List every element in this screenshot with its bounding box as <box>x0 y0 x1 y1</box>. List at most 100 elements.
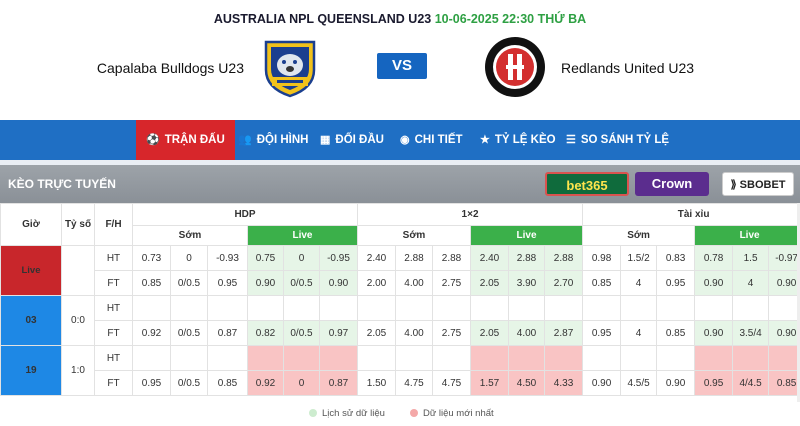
odds-cell[interactable]: 0.90 <box>694 270 734 296</box>
odds-cell[interactable]: -0.93 <box>207 245 248 271</box>
odds-cell[interactable]: 4 <box>620 270 658 296</box>
bookmaker-bet365-button[interactable]: bet365 <box>545 172 629 196</box>
odds-cell[interactable]: 0 <box>283 370 320 396</box>
odds-cell[interactable]: 4.75 <box>432 370 471 396</box>
odds-cell[interactable]: 0.92 <box>132 320 171 346</box>
odds-cell[interactable]: 0.95 <box>582 320 622 346</box>
odds-cell[interactable]: 0 <box>170 245 208 271</box>
odds-cell[interactable] <box>432 295 471 321</box>
odds-cell[interactable] <box>620 295 658 321</box>
odds-cell[interactable]: 2.75 <box>432 320 471 346</box>
odds-cell[interactable]: 0 <box>283 245 320 271</box>
home-team-name[interactable]: Capalaba Bulldogs U23 <box>96 60 244 76</box>
odds-cell[interactable]: 0.90 <box>768 320 800 346</box>
odds-cell[interactable] <box>768 345 800 371</box>
odds-cell[interactable] <box>732 345 770 371</box>
odds-cell[interactable] <box>656 295 696 321</box>
odds-cell[interactable] <box>170 345 208 371</box>
odds-cell[interactable]: 2.05 <box>470 320 509 346</box>
odds-cell[interactable]: 2.88 <box>395 245 433 271</box>
odds-cell[interactable] <box>732 295 770 321</box>
odds-cell[interactable]: 0.87 <box>319 370 358 396</box>
odds-cell[interactable]: 0/0.5 <box>283 270 320 296</box>
odds-cell[interactable] <box>283 345 320 371</box>
odds-cell[interactable]: 0.95 <box>132 370 171 396</box>
odds-cell[interactable]: 4.50 <box>508 370 545 396</box>
odds-cell[interactable]: 0.83 <box>656 245 696 271</box>
odds-cell[interactable]: 0.95 <box>694 370 734 396</box>
odds-cell[interactable]: 0.95 <box>207 270 248 296</box>
odds-cell[interactable] <box>620 345 658 371</box>
odds-cell[interactable]: 2.70 <box>543 270 584 296</box>
odds-cell[interactable]: 3.5/4 <box>732 320 770 346</box>
odds-cell[interactable]: 0.90 <box>694 320 734 346</box>
odds-cell[interactable] <box>582 295 622 321</box>
odds-cell[interactable] <box>247 345 284 371</box>
odds-cell[interactable] <box>582 345 622 371</box>
odds-cell[interactable]: 2.88 <box>508 245 545 271</box>
odds-cell[interactable]: 0.90 <box>319 270 358 296</box>
odds-cell[interactable]: 1.50 <box>357 370 396 396</box>
odds-cell[interactable] <box>132 295 171 321</box>
tab-chi-tiet[interactable]: ◉ CHI TIẾT <box>400 120 463 160</box>
odds-cell[interactable] <box>470 295 509 321</box>
odds-cell[interactable]: 2.88 <box>543 245 584 271</box>
odds-cell[interactable] <box>470 345 509 371</box>
odds-cell[interactable]: 0.85 <box>132 270 171 296</box>
odds-cell[interactable]: 2.40 <box>470 245 509 271</box>
away-team-logo[interactable] <box>484 36 546 98</box>
odds-cell[interactable]: 0/0.5 <box>170 370 208 396</box>
bookmaker-sbobet-button[interactable]: ⟫ SBOBET <box>722 172 794 196</box>
tab-tran-dau[interactable]: ⚽ TRẬN ĐẤU <box>136 120 235 160</box>
tab-doi-dau[interactable]: ▦ ĐỐI ĐẦU <box>320 120 384 160</box>
table-scrollbar[interactable] <box>797 203 800 402</box>
odds-cell[interactable] <box>543 345 584 371</box>
odds-cell[interactable] <box>319 345 358 371</box>
odds-cell[interactable]: 4.00 <box>395 320 433 346</box>
tab-ty-le-keo[interactable]: ★ TỶ LỆ KÈO <box>480 120 556 160</box>
odds-cell[interactable]: 4.75 <box>395 370 433 396</box>
odds-cell[interactable]: 0.73 <box>132 245 171 271</box>
odds-cell[interactable] <box>283 295 320 321</box>
odds-cell[interactable] <box>694 345 734 371</box>
odds-cell[interactable]: 0.85 <box>656 320 696 346</box>
odds-cell[interactable]: 0.85 <box>207 370 248 396</box>
odds-cell[interactable]: 0.92 <box>247 370 284 396</box>
odds-cell[interactable]: 4/4.5 <box>732 370 770 396</box>
odds-cell[interactable] <box>207 345 248 371</box>
odds-cell[interactable]: 4.00 <box>508 320 545 346</box>
odds-cell[interactable]: 0.85 <box>582 270 622 296</box>
odds-cell[interactable] <box>543 295 584 321</box>
odds-cell[interactable]: 2.05 <box>470 270 509 296</box>
odds-cell[interactable] <box>508 295 545 321</box>
odds-cell[interactable]: 2.40 <box>357 245 396 271</box>
odds-cell[interactable]: 4 <box>732 270 770 296</box>
odds-cell[interactable]: 0.82 <box>247 320 284 346</box>
odds-cell[interactable]: 0.90 <box>247 270 284 296</box>
odds-cell[interactable] <box>432 345 471 371</box>
odds-cell[interactable] <box>694 295 734 321</box>
odds-cell[interactable]: 2.75 <box>432 270 471 296</box>
odds-cell[interactable] <box>656 345 696 371</box>
odds-cell[interactable]: 0.90 <box>768 270 800 296</box>
odds-cell[interactable]: 2.88 <box>432 245 471 271</box>
odds-cell[interactable]: 0/0.5 <box>170 270 208 296</box>
away-team-name[interactable]: Redlands United U23 <box>561 60 695 76</box>
odds-cell[interactable]: 0.90 <box>582 370 622 396</box>
odds-cell[interactable]: 1.5/2 <box>620 245 658 271</box>
odds-cell[interactable]: -0.97 <box>768 245 800 271</box>
odds-cell[interactable]: 0.75 <box>247 245 284 271</box>
odds-cell[interactable]: 0.95 <box>656 270 696 296</box>
odds-cell[interactable] <box>508 345 545 371</box>
tab-so-sanh-ty-le[interactable]: ☰ SO SÁNH TỶ LỆ <box>566 120 669 160</box>
odds-cell[interactable]: 0.78 <box>694 245 734 271</box>
odds-cell[interactable]: 2.05 <box>357 320 396 346</box>
odds-cell[interactable]: 2.00 <box>357 270 396 296</box>
odds-cell[interactable]: 4.00 <box>395 270 433 296</box>
odds-cell[interactable] <box>170 295 208 321</box>
odds-cell[interactable]: 2.87 <box>543 320 584 346</box>
odds-cell[interactable]: 0.87 <box>207 320 248 346</box>
odds-cell[interactable]: 0.98 <box>582 245 622 271</box>
odds-cell[interactable] <box>357 295 396 321</box>
odds-cell[interactable]: 4.5/5 <box>620 370 658 396</box>
